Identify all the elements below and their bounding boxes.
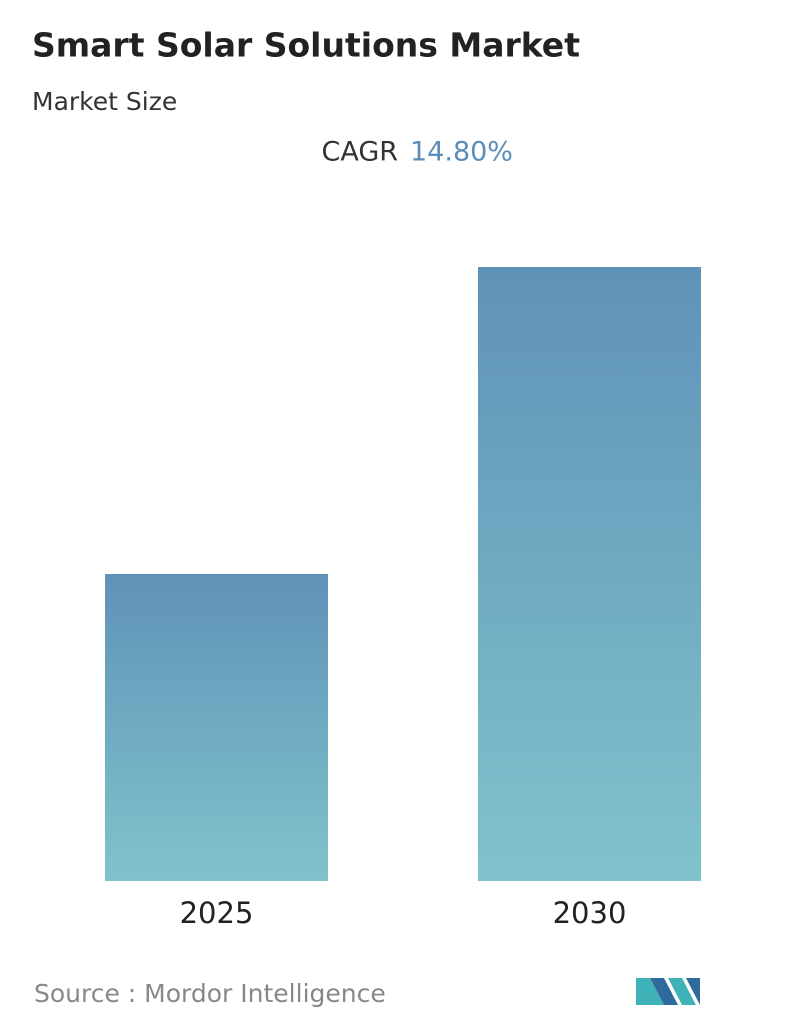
cagr-value: 14.80% bbox=[410, 137, 513, 168]
x-tick-label: 2030 bbox=[553, 896, 627, 930]
chart-subtitle: Market Size bbox=[32, 87, 177, 116]
cagr-label: CAGR bbox=[321, 137, 398, 168]
bar bbox=[105, 574, 328, 881]
chart-title: Smart Solar Solutions Market bbox=[32, 26, 580, 65]
bar bbox=[478, 267, 701, 881]
logo bbox=[636, 978, 700, 1005]
x-tick-label: 2025 bbox=[180, 896, 254, 930]
source: Source : Mordor Intelligence bbox=[34, 979, 386, 1008]
